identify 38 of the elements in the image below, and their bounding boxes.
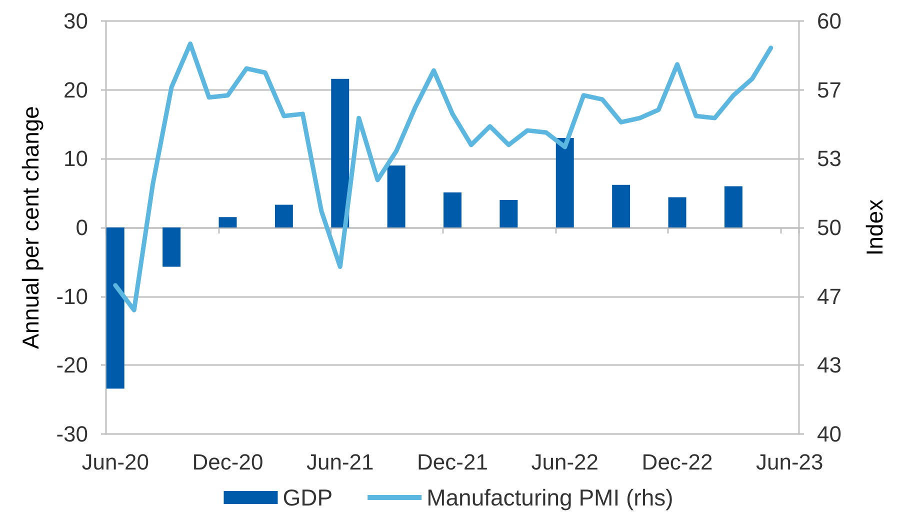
y2-tick-label: 50 [817, 215, 842, 240]
y-tick-label: -20 [56, 352, 88, 378]
legend-label: GDP [282, 484, 333, 510]
x-tick-label: Dec-21 [417, 450, 488, 474]
y2-tick-label: 57 [817, 77, 842, 102]
y-tick-label: -30 [56, 422, 88, 446]
bar [668, 197, 686, 228]
y2-tick-label: 40 [817, 422, 842, 446]
y-tick-label: -10 [56, 284, 88, 309]
y-tick-label: 10 [64, 146, 88, 172]
x-tick-label: Jun-21 [306, 450, 374, 474]
x-tick-label: Dec-22 [642, 450, 713, 474]
line-series [113, 41, 774, 312]
y2-tick-label: 53 [817, 146, 842, 172]
y2-tick-label: 60 [817, 8, 842, 34]
bar [556, 138, 574, 228]
legend-label: Manufacturing PMI (rhs) [426, 484, 674, 510]
x-tick-label: Jun-23 [756, 450, 824, 474]
bar [331, 78, 350, 228]
bar [162, 228, 181, 267]
bar [444, 192, 462, 228]
y2-tick-label: 43 [817, 352, 842, 378]
bar [724, 186, 742, 228]
y-tick-label: 20 [64, 77, 88, 102]
x-tick-label: Jun-22 [531, 450, 599, 474]
y-tick-label: 30 [64, 8, 88, 34]
x-tick-label: Jun-20 [82, 450, 150, 474]
y-tick-label: 0 [76, 215, 88, 240]
y2-tick-label: 47 [817, 284, 842, 309]
bar [387, 166, 406, 228]
y2-axis-title: Index [862, 198, 888, 256]
bar [106, 228, 124, 389]
bar [612, 184, 630, 228]
bar [500, 200, 518, 228]
x-tick-label: Dec-20 [192, 450, 264, 474]
bar [274, 204, 293, 228]
bar [218, 217, 237, 228]
y-axis-title: Annual per cent change [18, 106, 44, 349]
